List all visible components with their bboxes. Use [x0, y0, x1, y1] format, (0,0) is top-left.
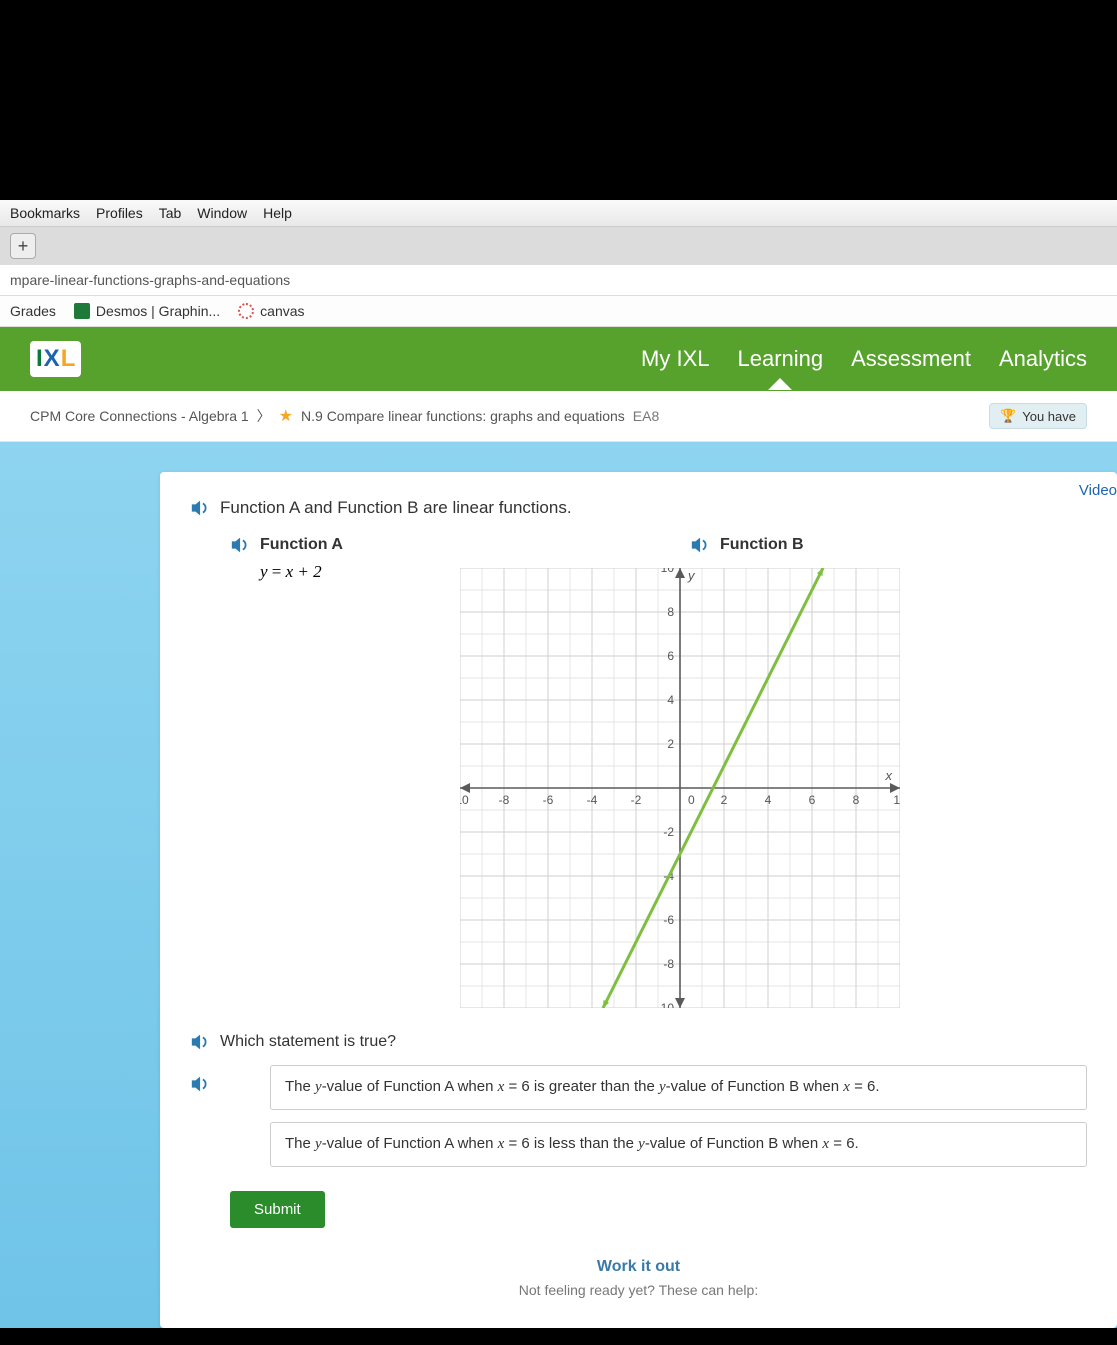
black-region — [0, 0, 1117, 200]
svg-text:-6: -6 — [663, 913, 674, 927]
video-link[interactable]: Video — [1079, 482, 1117, 499]
question-line: Which statement is true? — [190, 1033, 1087, 1051]
trophy-icon: 🏆 — [1000, 408, 1016, 424]
work-it-out: Work it out Not feeling ready yet? These… — [190, 1258, 1087, 1298]
graph-svg: -10-8-6-4-2246810-10-8-6-4-22468100xy — [460, 568, 900, 1008]
new-tab-button[interactable]: + — [10, 233, 36, 259]
ixl-logo[interactable]: IXL — [30, 341, 81, 377]
answer-option-1[interactable]: The y-value of Function A when x = 6 is … — [270, 1065, 1087, 1110]
nav-myixl[interactable]: My IXL — [641, 346, 709, 372]
answer-list: The y-value of Function A when x = 6 is … — [270, 1065, 1087, 1167]
answer-option-2[interactable]: The y-value of Function A when x = 6 is … — [270, 1122, 1087, 1167]
canvas-icon — [238, 303, 254, 319]
svg-text:-8: -8 — [663, 957, 674, 971]
breadcrumb-sep: 〉 — [257, 406, 271, 426]
svg-text:x: x — [885, 768, 893, 783]
function-b-graph: -10-8-6-4-2246810-10-8-6-4-22468100xy — [460, 568, 900, 1013]
svg-text:-10: -10 — [460, 793, 469, 807]
svg-text:-2: -2 — [663, 825, 674, 839]
work-it-out-sub: Not feeling ready yet? These can help: — [190, 1282, 1087, 1298]
intro-line: Function A and Function B are linear fun… — [190, 498, 1087, 518]
you-have-badge[interactable]: 🏆 You have — [989, 403, 1087, 429]
speaker-icon[interactable] — [230, 536, 252, 554]
svg-text:-6: -6 — [543, 793, 554, 807]
svg-text:4: 4 — [667, 693, 674, 707]
svg-text:6: 6 — [809, 793, 816, 807]
star-icon: ★ — [279, 406, 293, 426]
function-a-equation: y = x + 2 — [260, 562, 450, 582]
submit-button[interactable]: Submit — [230, 1191, 325, 1228]
workspace: Video Function A and Function B are line… — [0, 442, 1117, 1328]
function-b: Function B -10-8-6-4-2246810-10-8-6-4-22… — [460, 536, 900, 1013]
desmos-icon — [74, 303, 90, 319]
nav-assessment[interactable]: Assessment — [851, 346, 971, 372]
svg-text:2: 2 — [667, 737, 674, 751]
breadcrumb: CPM Core Connections - Algebra 1 〉 ★ N.9… — [0, 391, 1117, 442]
menu-profiles[interactable]: Profiles — [96, 205, 143, 221]
svg-text:8: 8 — [667, 605, 674, 619]
breadcrumb-course[interactable]: CPM Core Connections - Algebra 1 — [30, 408, 249, 424]
breadcrumb-skill[interactable]: N.9 Compare linear functions: graphs and… — [301, 408, 625, 424]
work-it-out-heading: Work it out — [190, 1258, 1087, 1276]
nav-analytics[interactable]: Analytics — [999, 346, 1087, 372]
site-header: IXL My IXL Learning Assessment Analytics — [0, 327, 1117, 391]
svg-text:0: 0 — [688, 793, 695, 807]
browser-tabs: + — [0, 227, 1117, 265]
intro-text: Function A and Function B are linear fun… — [220, 498, 572, 518]
menu-tab[interactable]: Tab — [159, 205, 182, 221]
svg-text:-10: -10 — [657, 1001, 675, 1008]
speaker-icon[interactable] — [190, 1075, 212, 1093]
svg-text:6: 6 — [667, 649, 674, 663]
svg-text:4: 4 — [765, 793, 772, 807]
svg-text:10: 10 — [661, 568, 675, 575]
os-menubar: Bookmarks Profiles Tab Window Help — [0, 200, 1117, 227]
speaker-icon[interactable] — [690, 536, 712, 554]
function-a: Function A y = x + 2 — [230, 536, 450, 1013]
question-card: Video Function A and Function B are line… — [160, 472, 1117, 1328]
functions-row: Function A y = x + 2 Function B -10 -8 -6 -… — [230, 536, 1087, 1013]
svg-text:y: y — [687, 568, 696, 583]
function-a-title: Function A — [260, 536, 343, 554]
bookmarks-bar: Grades Desmos | Graphin... canvas — [0, 296, 1117, 327]
question-text: Which statement is true? — [220, 1033, 396, 1051]
main-nav: My IXL Learning Assessment Analytics — [641, 346, 1087, 372]
menu-help[interactable]: Help — [263, 205, 292, 221]
svg-text:-4: -4 — [587, 793, 598, 807]
svg-text:-8: -8 — [499, 793, 510, 807]
skill-code: EA8 — [633, 408, 659, 424]
bookmark-canvas[interactable]: canvas — [238, 303, 304, 319]
bookmark-grades[interactable]: Grades — [10, 303, 56, 319]
url-fragment[interactable]: mpare-linear-functions-graphs-and-equati… — [0, 265, 1117, 296]
nav-learning[interactable]: Learning — [737, 346, 823, 372]
menu-window[interactable]: Window — [197, 205, 247, 221]
svg-text:8: 8 — [853, 793, 860, 807]
function-b-title: Function B — [720, 536, 804, 554]
bookmark-desmos[interactable]: Desmos | Graphin... — [74, 303, 220, 319]
svg-text:2: 2 — [721, 793, 728, 807]
menu-bookmarks[interactable]: Bookmarks — [10, 205, 80, 221]
svg-text:-2: -2 — [631, 793, 642, 807]
speaker-icon[interactable] — [190, 1033, 212, 1051]
speaker-icon[interactable] — [190, 499, 212, 517]
svg-text:10: 10 — [893, 793, 900, 807]
